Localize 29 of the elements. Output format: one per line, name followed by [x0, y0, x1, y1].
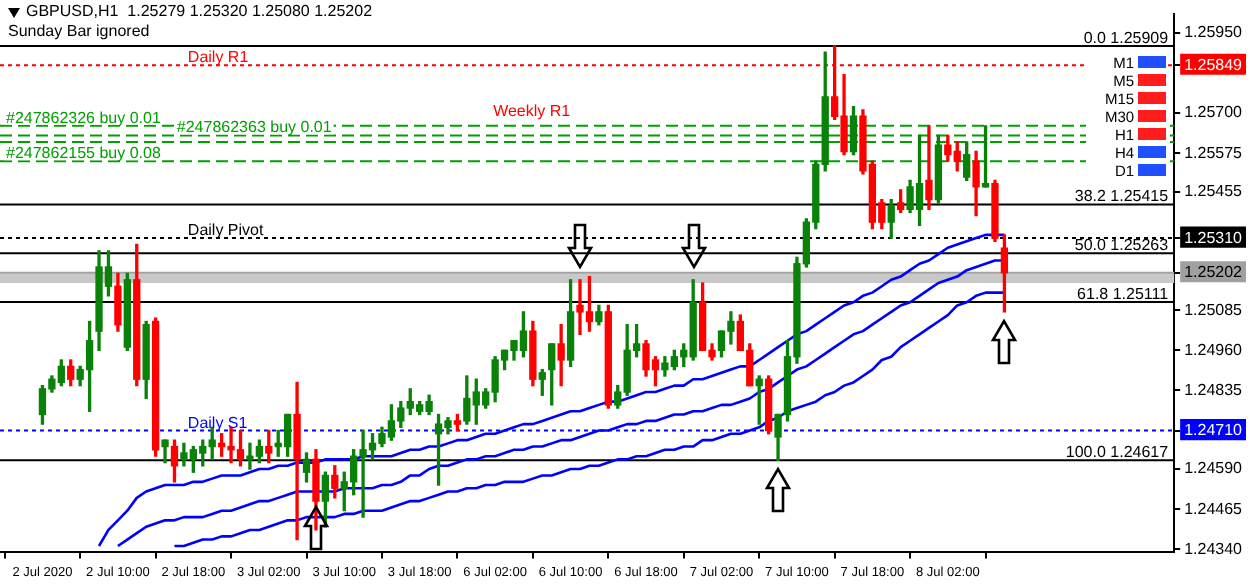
y-tick-label: 1.24710	[1184, 420, 1244, 439]
y-tick-label: 1.24960	[1184, 340, 1244, 359]
ref-line-label: #247862326 buy 0.01	[6, 108, 162, 127]
candlestick	[925, 125, 933, 210]
chart-title: GBPUSD,H1 1.25279 1.25320 1.25080 1.25202	[26, 2, 373, 22]
y-tick-label: 1.24835	[1184, 380, 1244, 399]
ref-line-label: 50.0 1.25263	[1074, 236, 1170, 255]
y-tick-label: 1.24340	[1184, 539, 1244, 558]
ref-line-label: Daily R1	[187, 48, 250, 67]
y-tick-label: 1.25575	[1184, 143, 1244, 162]
ref-line-label: Daily Pivot	[187, 221, 265, 240]
y-tick-label: 1.25085	[1184, 300, 1244, 319]
y-tick-label: 1.24465	[1184, 499, 1244, 518]
ref-line-label: Daily S1	[187, 413, 249, 432]
y-tick-label: 1.24590	[1184, 459, 1244, 478]
y-tick-label: 1.25202	[1184, 263, 1244, 282]
ref-line-label: 61.8 1.25111	[1077, 284, 1170, 303]
y-tick-label: 1.25849	[1184, 55, 1244, 74]
ref-line-label: 100.0 1.24617	[1065, 443, 1170, 462]
ref-line-label: 38.2 1.25415	[1074, 187, 1170, 206]
y-tick-label: 1.25310	[1184, 228, 1244, 247]
y-tick-label: 1.25700	[1184, 103, 1244, 122]
text: Sunday Bar ignored	[8, 22, 150, 42]
y-tick-label: 1.25455	[1184, 182, 1244, 200]
annotation: Weekly R1	[493, 102, 572, 121]
ref-line-label: #247862363 buy 0.01	[176, 118, 333, 137]
y-tick-label: 1.25950	[1184, 23, 1244, 42]
ref-line-label: #247862155 buy 0.08	[6, 144, 162, 163]
ref-line-label: 0.0 1.25909	[1083, 28, 1170, 47]
